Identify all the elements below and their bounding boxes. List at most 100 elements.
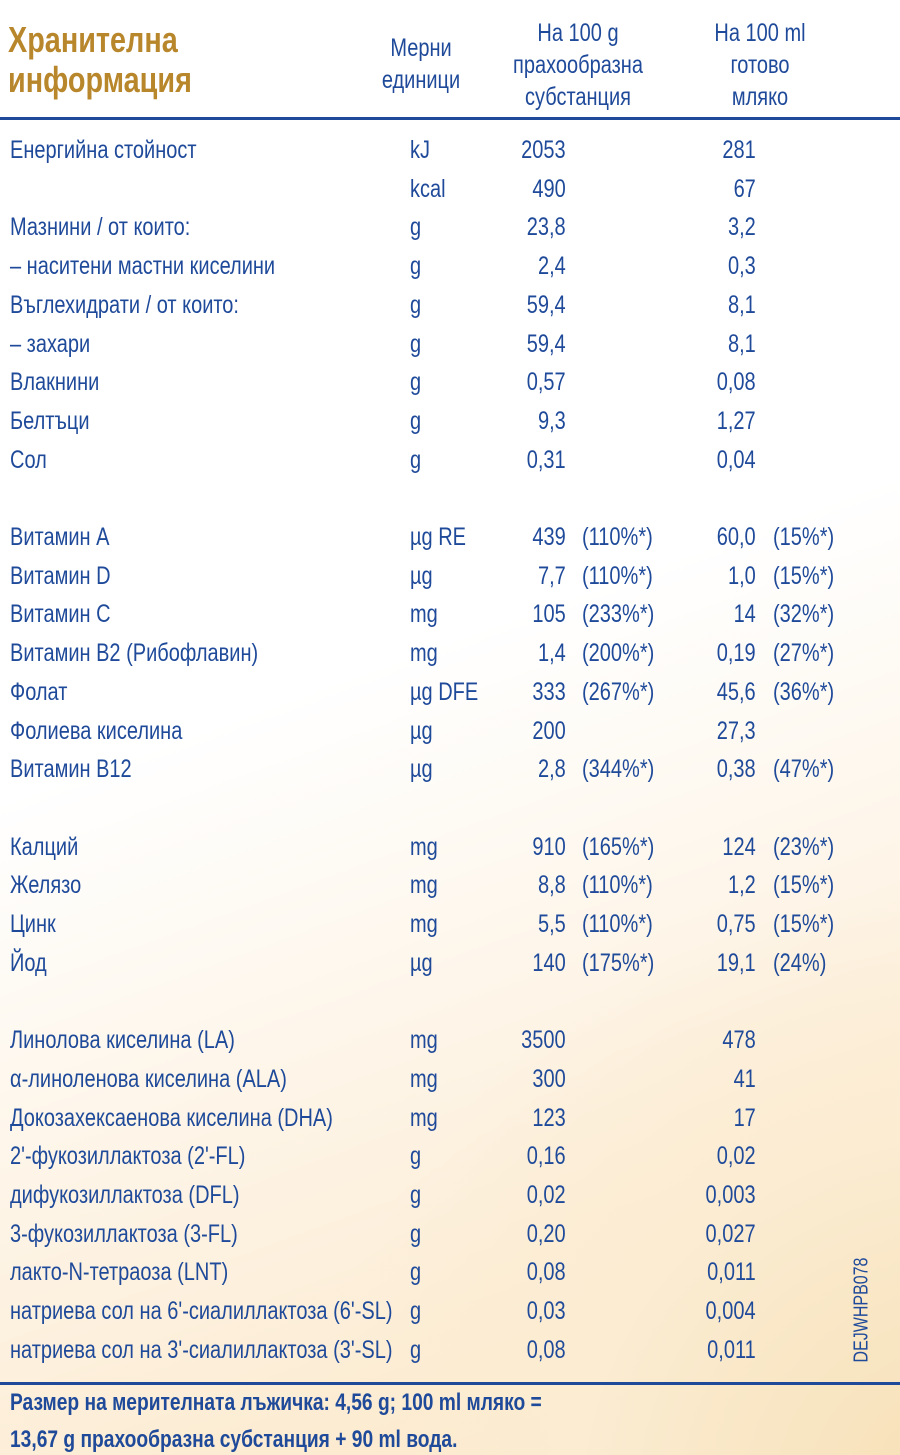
- percent-100g: (200%*): [582, 639, 655, 668]
- value-100g: 333: [532, 677, 566, 706]
- percent-100ml: (27%*): [773, 639, 835, 668]
- value-100g: 140: [532, 948, 566, 977]
- value-100g: 200: [532, 716, 566, 745]
- percent-100ml: (15%*): [773, 871, 835, 900]
- unit: mg: [410, 832, 438, 861]
- unit: mg: [410, 910, 438, 938]
- value-100ml: 0,75: [717, 910, 756, 938]
- percent-100g: (233%*): [582, 600, 655, 629]
- value-100g: 8,8: [538, 871, 566, 900]
- unit: mg: [410, 600, 438, 629]
- row-name: Витамин B12: [10, 755, 132, 784]
- percent-100ml: (23%*): [773, 832, 835, 861]
- percent-100ml: (24%): [773, 948, 827, 977]
- unit: g: [410, 1142, 422, 1171]
- value-100ml: 0,38: [717, 755, 756, 784]
- row-name: Белтъци: [10, 406, 90, 435]
- unit: mg: [410, 1103, 438, 1132]
- value-100g: 3500: [521, 1026, 567, 1055]
- row-name: Витамин D: [10, 561, 111, 590]
- percent-100ml: (15%*): [773, 561, 835, 590]
- unit: mg: [410, 1026, 438, 1055]
- row-name: Витамин A: [10, 523, 110, 551]
- value-100ml: 1,0: [728, 561, 756, 590]
- value-100g: 123: [532, 1103, 566, 1132]
- value-100ml: 124: [722, 832, 756, 861]
- unit: g: [410, 368, 422, 397]
- value-100ml: 8,1: [728, 329, 756, 358]
- unit: g: [410, 252, 422, 281]
- unit: g: [410, 290, 422, 319]
- value-100g: 300: [532, 1064, 566, 1093]
- row-name: α-линоленова киселина (ALA): [10, 1064, 287, 1093]
- row-name: Фолиева киселина: [10, 716, 183, 745]
- unit: µg: [410, 561, 433, 590]
- unit: g: [410, 213, 422, 242]
- column-header: мляко: [731, 83, 789, 111]
- row-name: Сол: [10, 445, 47, 474]
- row-name: Желязо: [10, 871, 82, 900]
- column-header: единици: [381, 66, 461, 94]
- header-rule: [0, 117, 900, 120]
- unit: kJ: [410, 136, 430, 164]
- unit: mg: [410, 1064, 438, 1093]
- row-name: – захари: [10, 329, 91, 358]
- column-header: готово: [730, 51, 790, 79]
- percent-100ml: (36%*): [773, 677, 835, 706]
- column-header: субстанция: [524, 83, 632, 111]
- value-100g: 9,3: [538, 406, 566, 435]
- row-name: Докозахексаенова киселина (DHA): [10, 1103, 333, 1132]
- unit: µg: [410, 948, 433, 977]
- serving-note: Размер на мерителната лъжичка: 4,56 g; 1…: [10, 1389, 542, 1416]
- value-100g: 5,5: [538, 910, 566, 938]
- value-100g: 1,4: [538, 639, 566, 668]
- value-100g: 0,20: [527, 1219, 566, 1248]
- serving-note: 13,67 g прахообразна субстанция + 90 ml …: [10, 1426, 458, 1453]
- value-100g: 0,16: [527, 1142, 566, 1171]
- percent-100g: (175%*): [582, 948, 655, 977]
- row-name: Мазнини / от които:: [10, 213, 191, 242]
- row-name: 3-фукозиллактоза (3-FL): [10, 1219, 238, 1248]
- unit: µg RE: [410, 523, 466, 551]
- value-100g: 59,4: [527, 329, 566, 358]
- column-header: Мерни: [390, 34, 452, 62]
- unit: g: [410, 445, 422, 474]
- row-name: дифукозиллактоза (DFL): [10, 1180, 240, 1209]
- unit: g: [410, 329, 422, 358]
- value-100g: 0,08: [527, 1335, 566, 1364]
- unit: g: [410, 1335, 422, 1364]
- percent-100ml: (32%*): [773, 600, 835, 629]
- row-name: Витамин C: [10, 600, 111, 629]
- row-name: лакто-N-тетраоза (LNT): [10, 1258, 229, 1287]
- percent-100g: (110%*): [582, 871, 653, 900]
- row-name: – наситени мастни киселини: [10, 252, 276, 281]
- title: Хранителна: [8, 19, 178, 60]
- percent-100g: (110%*): [582, 561, 653, 590]
- value-100g: 910: [532, 832, 566, 861]
- footer-rule: [0, 1382, 900, 1385]
- percent-100g: (267%*): [582, 677, 655, 706]
- value-100g: 23,8: [527, 213, 566, 242]
- column-header: На 100 g: [537, 19, 619, 47]
- value-100ml: 14: [733, 600, 756, 629]
- value-100ml: 0,02: [717, 1142, 756, 1171]
- row-name: Енергийна стойност: [10, 136, 197, 164]
- value-100g: 2,8: [538, 755, 566, 784]
- title: информация: [8, 59, 192, 100]
- value-100ml: 0,027: [705, 1219, 756, 1248]
- value-100ml: 3,2: [728, 213, 756, 242]
- value-100g: 0,02: [527, 1180, 566, 1209]
- value-100ml: 27,3: [717, 716, 756, 745]
- row-name: Въглехидрати / от които:: [10, 290, 239, 319]
- value-100g: 0,57: [527, 368, 566, 397]
- row-name: натриева сол на 6'-сиалиллактоза (6'-SL): [10, 1297, 393, 1325]
- unit: mg: [410, 639, 438, 668]
- value-100ml: 0,011: [707, 1335, 756, 1364]
- unit: µg: [410, 755, 433, 784]
- percent-100ml: (15%*): [773, 523, 835, 551]
- value-100g: 7,7: [538, 561, 566, 590]
- value-100ml: 0,04: [717, 445, 756, 474]
- row-name: натриева сол на 3'-сиалиллактоза (3'-SL): [10, 1335, 393, 1364]
- value-100ml: 45,6: [717, 677, 756, 706]
